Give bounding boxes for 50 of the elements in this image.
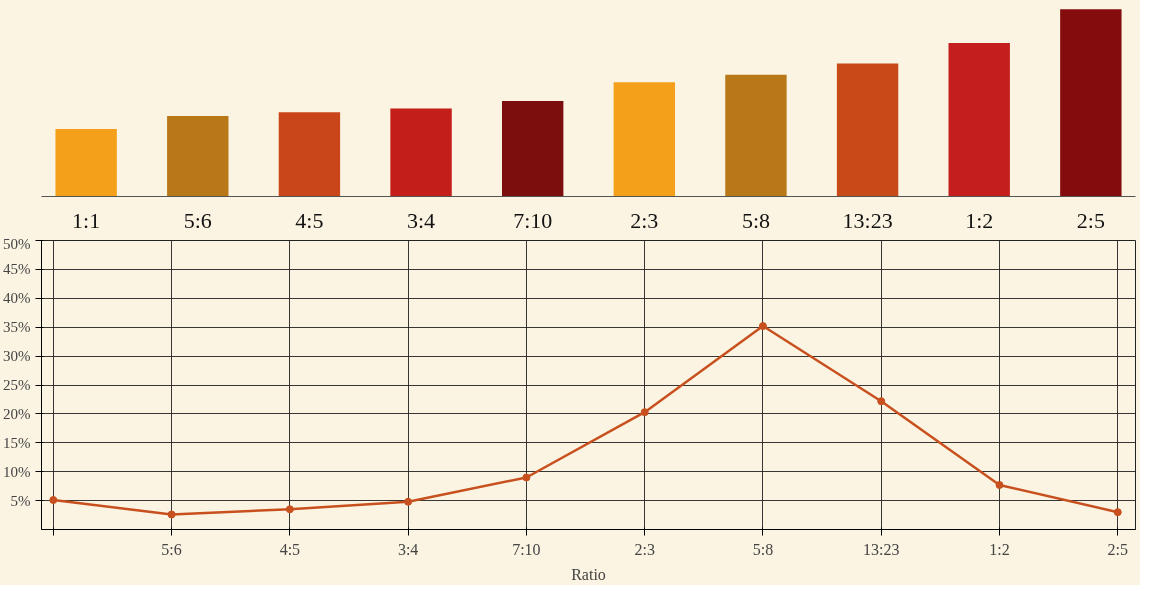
y-tick-label: 40%	[3, 290, 31, 307]
y-tick-label: 50%	[3, 235, 31, 252]
x-tick-label: 4:5	[279, 540, 301, 558]
y-tick-label: 35%	[3, 319, 31, 336]
x-tick-label: 13:23	[863, 540, 900, 558]
y-tick-label: 15%	[3, 434, 31, 451]
x-tick-label: 7:10	[513, 207, 553, 233]
x-tick-label: 1:2	[989, 540, 1010, 558]
x-tick-label: 5:6	[161, 540, 182, 558]
bar	[167, 115, 229, 197]
point	[404, 497, 413, 506]
point	[285, 505, 294, 514]
bar	[1060, 9, 1122, 197]
y-tick-label: 5%	[10, 492, 31, 509]
bar	[613, 82, 676, 197]
x-axis-title: Ratio	[571, 565, 606, 583]
y-tick-label: 20%	[3, 405, 31, 422]
point	[995, 481, 1004, 489]
point	[522, 473, 531, 482]
bar	[836, 63, 899, 197]
bar	[948, 42, 1010, 197]
x-tick-label: 5:8	[741, 207, 771, 233]
x-tick-label: 2:3	[630, 207, 659, 233]
bar	[390, 108, 452, 197]
x-tick-label: 7:10	[512, 540, 541, 558]
x-tick-label: 4:5	[295, 207, 324, 233]
x-tick-label: 5:8	[752, 540, 774, 558]
point	[877, 397, 886, 406]
x-tick-label: 1:1	[72, 207, 101, 233]
y-tick-label: 45%	[3, 261, 31, 278]
point	[758, 322, 767, 331]
point	[49, 496, 58, 505]
bar	[278, 112, 341, 197]
x-tick-label: 3:4	[397, 540, 419, 558]
bar	[501, 101, 564, 197]
x-tick-label: 2:5	[1076, 207, 1105, 233]
point	[1113, 508, 1122, 517]
x-tick-label: 3:4	[406, 207, 436, 233]
x-tick-label: 1:2	[965, 207, 994, 233]
y-tick-label: 30%	[3, 348, 31, 365]
y-tick-label: 25%	[3, 377, 31, 393]
x-tick-label: 2:5	[1107, 540, 1128, 558]
x-tick-label: 5:6	[183, 207, 212, 233]
point	[167, 510, 176, 519]
x-tick-label: 13:23	[842, 207, 893, 233]
y-tick-label: 10%	[3, 463, 31, 480]
x-tick-label: 2:3	[634, 540, 655, 558]
bar	[55, 129, 117, 197]
point	[640, 408, 649, 417]
bar	[725, 74, 787, 197]
